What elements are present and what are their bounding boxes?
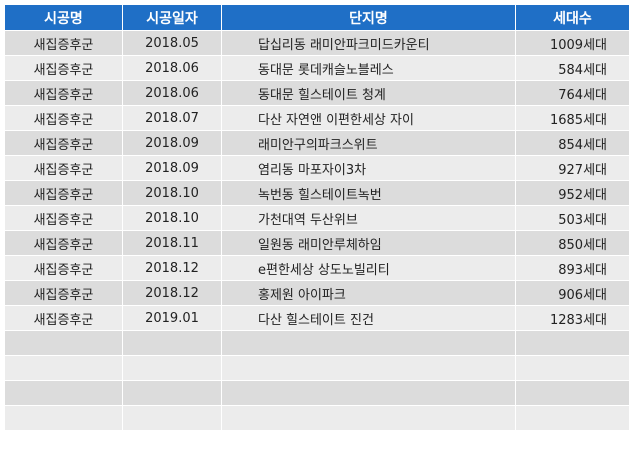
cell-builder: 새집증후군: [4, 180, 123, 206]
cell-date: 2018.12: [122, 255, 222, 281]
table-row: 새집증후군 2018.06 동대문 롯데캐슬노블레스 584세대: [4, 55, 630, 81]
cell-builder: 새집증후군: [4, 230, 123, 256]
cell-builder: [4, 330, 123, 356]
cell-complex: [221, 330, 516, 356]
cell-builder: 새집증후군: [4, 30, 123, 56]
cell-date: 2018.10: [122, 205, 222, 231]
cell-units: 906세대: [515, 280, 630, 306]
cell-complex: 다산 힐스테이트 진건: [221, 305, 516, 331]
cell-units: 1009세대: [515, 30, 630, 56]
cell-units: 1283세대: [515, 305, 630, 331]
cell-date: 2018.10: [122, 180, 222, 206]
header-row: 시공명 시공일자 단지명 세대수: [4, 4, 630, 31]
cell-date: 2018.12: [122, 280, 222, 306]
header-builder: 시공명: [4, 4, 123, 31]
cell-date: [122, 330, 222, 356]
cell-complex: 염리동 마포자이3차: [221, 155, 516, 181]
table-header: 시공명 시공일자 단지명 세대수: [4, 4, 630, 31]
table-row: [4, 405, 630, 431]
cell-units: 584세대: [515, 55, 630, 81]
cell-complex: 홍제원 아이파크: [221, 280, 516, 306]
cell-date: 2018.05: [122, 30, 222, 56]
cell-date: 2019.01: [122, 305, 222, 331]
cell-date: [122, 380, 222, 406]
table-row: 새집증후군 2019.01 다산 힐스테이트 진건 1283세대: [4, 305, 630, 331]
cell-builder: 새집증후군: [4, 305, 123, 331]
cell-units: 850세대: [515, 230, 630, 256]
cell-units: [515, 330, 630, 356]
cell-units: [515, 405, 630, 431]
cell-builder: 새집증후군: [4, 130, 123, 156]
cell-date: 2018.06: [122, 80, 222, 106]
cell-date: [122, 405, 222, 431]
cell-complex: [221, 380, 516, 406]
cell-units: 1685세대: [515, 105, 630, 131]
header-units: 세대수: [515, 4, 630, 31]
table-body: 새집증후군 2018.05 답십리동 래미안파크미드카운티 1009세대 새집증후군 20…: [4, 30, 630, 431]
cell-units: 893세대: [515, 255, 630, 281]
table-row: 새집증후군 2018.06 동대문 힐스테이트 청계 764세대: [4, 80, 630, 106]
cell-builder: [4, 380, 123, 406]
table-row: 새집증후군 2018.11 일원동 래미안루체하임 850세대: [4, 230, 630, 256]
cell-builder: 새집증후군: [4, 155, 123, 181]
cell-complex: 동대문 롯데캐슬노블레스: [221, 55, 516, 81]
cell-units: 764세대: [515, 80, 630, 106]
cell-builder: [4, 355, 123, 381]
cell-builder: 새집증후군: [4, 80, 123, 106]
cell-complex: [221, 405, 516, 431]
table-row: 새집증후군 2018.05 답십리동 래미안파크미드카운티 1009세대: [4, 30, 630, 56]
cell-builder: [4, 405, 123, 431]
table-row: 새집증후군 2018.07 다산 자연앤 이편한세상 자이 1685세대: [4, 105, 630, 131]
cell-units: 854세대: [515, 130, 630, 156]
table-row: 새집증후군 2018.12 e편한세상 상도노빌리티 893세대: [4, 255, 630, 281]
table-row: 새집증후군 2018.10 가천대역 두산위브 503세대: [4, 205, 630, 231]
cell-units: [515, 380, 630, 406]
cell-complex: 가천대역 두산위브: [221, 205, 516, 231]
table-row: 새집증후군 2018.12 홍제원 아이파크 906세대: [4, 280, 630, 306]
table-row: 새집증후군 2018.09 래미안구의파크스위트 854세대: [4, 130, 630, 156]
cell-complex: 녹번동 힐스테이트녹번: [221, 180, 516, 206]
cell-complex: e편한세상 상도노빌리티: [221, 255, 516, 281]
cell-date: 2018.09: [122, 155, 222, 181]
cell-builder: 새집증후군: [4, 280, 123, 306]
cell-date: 2018.09: [122, 130, 222, 156]
cell-complex: 다산 자연앤 이편한세상 자이: [221, 105, 516, 131]
cell-units: 952세대: [515, 180, 630, 206]
cell-date: 2018.07: [122, 105, 222, 131]
table-row: [4, 330, 630, 356]
cell-builder: 새집증후군: [4, 105, 123, 131]
cell-complex: 래미안구의파크스위트: [221, 130, 516, 156]
cell-complex: 동대문 힐스테이트 청계: [221, 80, 516, 106]
cell-builder: 새집증후군: [4, 55, 123, 81]
construction-records-table: 시공명 시공일자 단지명 세대수 새집증후군 2018.05 답십리동 래미안파크미…: [4, 4, 630, 431]
cell-complex: [221, 355, 516, 381]
cell-date: 2018.11: [122, 230, 222, 256]
header-date: 시공일자: [122, 4, 222, 31]
table-row: [4, 355, 630, 381]
cell-units: 927세대: [515, 155, 630, 181]
header-complex: 단지명: [221, 4, 516, 31]
construction-table-container: 시공명 시공일자 단지명 세대수 새집증후군 2018.05 답십리동 래미안파크미…: [4, 4, 630, 431]
cell-date: [122, 355, 222, 381]
cell-complex: 일원동 래미안루체하임: [221, 230, 516, 256]
cell-builder: 새집증후군: [4, 255, 123, 281]
table-row: [4, 380, 630, 406]
cell-builder: 새집증후군: [4, 205, 123, 231]
cell-date: 2018.06: [122, 55, 222, 81]
cell-units: 503세대: [515, 205, 630, 231]
cell-complex: 답십리동 래미안파크미드카운티: [221, 30, 516, 56]
table-row: 새집증후군 2018.09 염리동 마포자이3차 927세대: [4, 155, 630, 181]
table-row: 새집증후군 2018.10 녹번동 힐스테이트녹번 952세대: [4, 180, 630, 206]
cell-units: [515, 355, 630, 381]
